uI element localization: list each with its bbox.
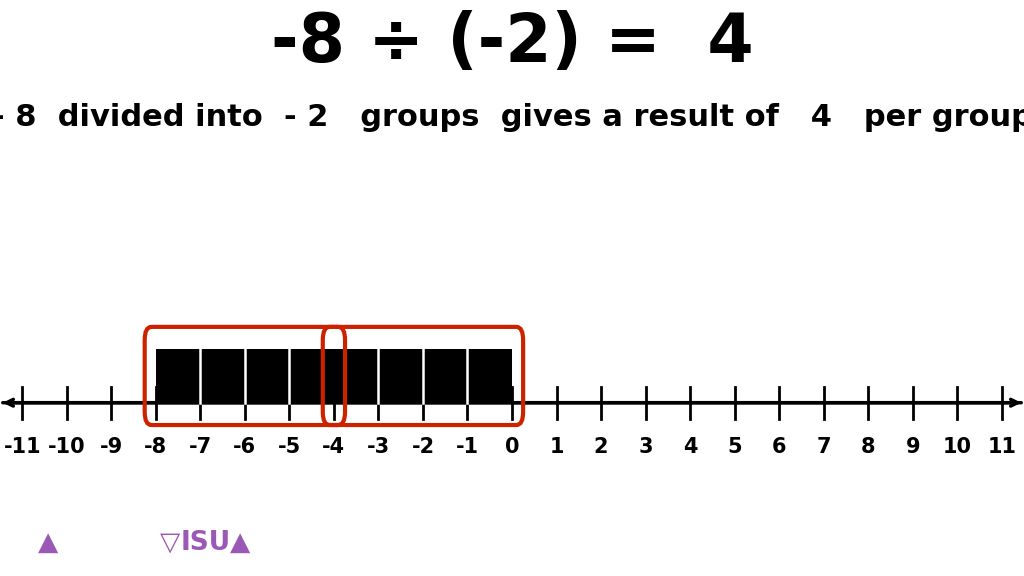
Text: 1: 1	[549, 437, 564, 457]
Text: ▲: ▲	[230, 530, 251, 556]
Text: 10: 10	[943, 437, 972, 457]
Text: L.COM: L.COM	[251, 530, 345, 556]
Text: 8: 8	[861, 437, 876, 457]
Text: 4: 4	[683, 437, 697, 457]
Text: TH  is: TH is	[58, 530, 160, 556]
Text: -5: -5	[278, 437, 301, 457]
Text: -2: -2	[412, 437, 434, 457]
Text: -9: -9	[99, 437, 123, 457]
Text: ▽: ▽	[160, 530, 180, 556]
Text: -11: -11	[3, 437, 41, 457]
Text: -1: -1	[456, 437, 479, 457]
Text: ▲: ▲	[39, 530, 58, 556]
Text: 9: 9	[905, 437, 920, 457]
Text: -3: -3	[367, 437, 390, 457]
Text: - 8  divided into  - 2   groups  gives a result of   4   per group: - 8 divided into - 2 groups gives a resu…	[0, 103, 1024, 132]
Text: 6: 6	[772, 437, 786, 457]
Text: -10: -10	[48, 437, 86, 457]
Text: 7: 7	[816, 437, 830, 457]
Text: 3: 3	[638, 437, 653, 457]
Bar	[156, 349, 334, 403]
Text: Let’s teach it that way.: Let’s teach it that way.	[712, 530, 1014, 556]
Text: 5: 5	[727, 437, 742, 457]
Text: 2: 2	[594, 437, 608, 457]
Text: 11: 11	[987, 437, 1016, 457]
Text: -7: -7	[188, 437, 212, 457]
Text: ISU: ISU	[180, 530, 230, 556]
Text: -6: -6	[233, 437, 256, 457]
Text: 0: 0	[505, 437, 519, 457]
Text: M: M	[12, 530, 39, 556]
Bar	[334, 349, 512, 403]
Text: -8 ÷ (-2) =  4: -8 ÷ (-2) = 4	[270, 10, 754, 77]
Text: -4: -4	[323, 437, 345, 457]
Text: -8: -8	[144, 437, 167, 457]
